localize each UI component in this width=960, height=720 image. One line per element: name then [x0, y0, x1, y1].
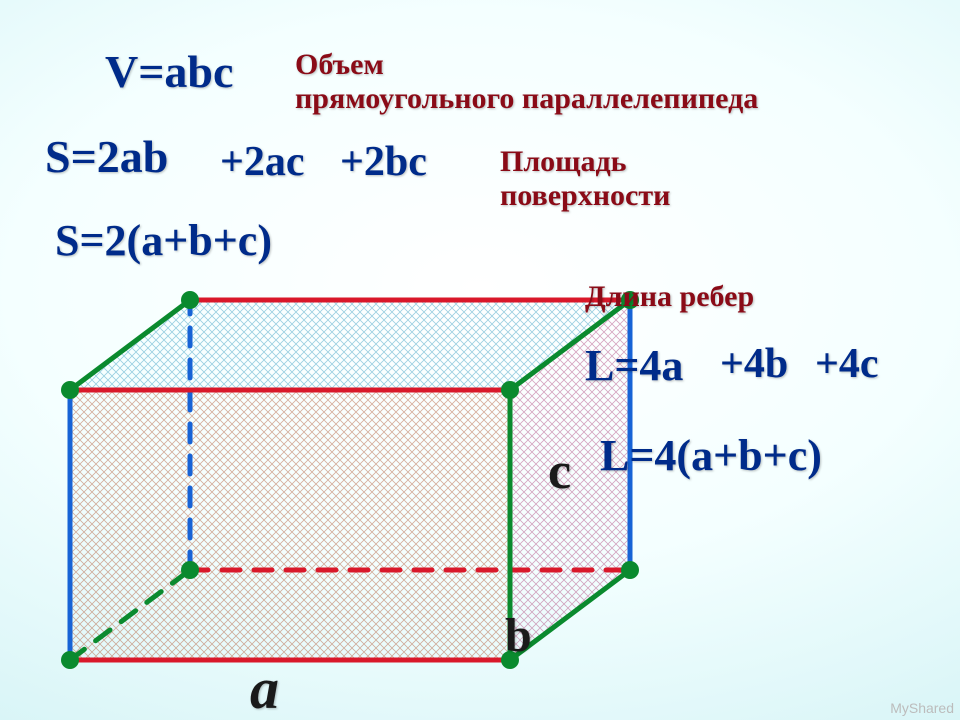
- surface-alt: S=2(a+b+c): [55, 215, 272, 266]
- dim-label-a: a: [250, 655, 279, 720]
- surface-term-1: S=2ab: [45, 130, 168, 183]
- edges-term-3: +4c: [815, 340, 879, 388]
- edges-term-1: L=4a: [585, 340, 683, 391]
- edges-alt: L=4(a+b+c): [600, 430, 822, 481]
- dim-label-c: c: [548, 442, 571, 501]
- surface-label-l2: поверхности: [500, 179, 670, 213]
- surface-term-2: +2ac: [220, 138, 305, 186]
- surface-label-l1: Площадь: [500, 145, 627, 179]
- watermark: MyShared: [890, 700, 954, 716]
- volume-label-l1: Объем: [295, 48, 384, 82]
- volume-formula: V=abc: [105, 45, 233, 98]
- volume-label-l2: прямоугольного параллелепипеда: [295, 82, 758, 116]
- surface-term-3: +2bc: [340, 138, 427, 186]
- dim-label-b: b: [505, 608, 532, 663]
- edges-term-2: +4b: [720, 340, 788, 388]
- edges-label: Длина ребер: [585, 280, 754, 314]
